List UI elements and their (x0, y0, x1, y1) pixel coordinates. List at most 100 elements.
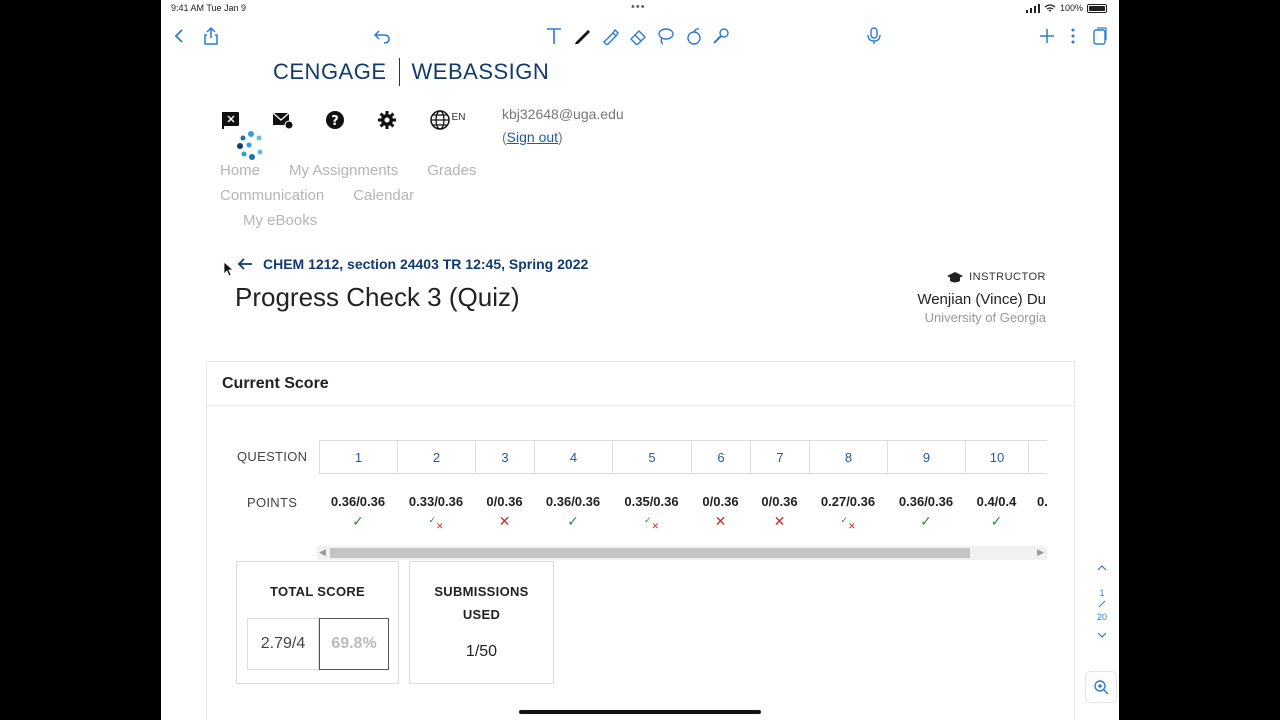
highlighter-icon[interactable] (599, 24, 621, 48)
question-link-overflow[interactable] (1028, 440, 1047, 474)
language-selector[interactable]: EN (427, 108, 467, 132)
horizontal-scrollbar[interactable]: ◀ ▶ (317, 546, 1047, 560)
nav-my-assignments[interactable]: My Assignments (289, 162, 399, 179)
incorrect-x-icon: ✕ (773, 513, 786, 529)
brand-webassign: WEBASSIGN (411, 59, 550, 84)
cengage-webassign-logo[interactable]: CENGAGE WEBASSIGN (235, 56, 550, 160)
undo-icon[interactable] (371, 24, 393, 48)
question-points-1: 0.36/0.36 (330, 494, 386, 509)
add-icon[interactable] (1037, 24, 1057, 48)
incorrect-x-icon: ✕ (714, 513, 727, 529)
instructor-name: Wenjian (Vince) Du (917, 291, 1046, 308)
submissions-value: 1/50 (465, 643, 498, 660)
zoom-in-icon (1094, 680, 1109, 695)
page-down-icon[interactable] (1097, 631, 1107, 639)
home-indicator[interactable] (519, 710, 761, 714)
question-link-2[interactable]: 2 (397, 440, 475, 474)
question-points-8: 0.27/0.36 (820, 494, 876, 509)
question-link-6[interactable]: 6 (691, 440, 750, 474)
sign-out-link[interactable]: Sign out (506, 129, 559, 145)
card-title: Current Score (207, 362, 1074, 406)
scroll-left-icon[interactable]: ◀ (319, 547, 326, 557)
globe-icon (429, 110, 450, 130)
flag-icon[interactable] (219, 108, 243, 132)
page-up-icon[interactable] (1097, 564, 1107, 572)
more-icon[interactable] (1065, 24, 1081, 48)
question-points-9: 0.36/0.36 (898, 494, 954, 509)
partial-credit-icon: ✓✕ (643, 515, 660, 531)
question-link-7[interactable]: 7 (750, 440, 809, 474)
submissions-box: SUBMISSIONS USED 1/50 (409, 561, 554, 684)
total-score-box: TOTAL SCORE 2.79/4 69.8% (236, 561, 399, 684)
instructor-label-text: INSTRUCTOR (969, 271, 1046, 283)
page-total: 20 (1096, 612, 1107, 622)
markup-toolbar (161, 20, 1119, 52)
zoom-button[interactable] (1085, 671, 1117, 703)
question-points-6: 0/0.36 (702, 494, 739, 509)
pages-icon[interactable] (1090, 24, 1110, 48)
question-points-7: 0/0.36 (761, 494, 798, 509)
signal-icon (1025, 3, 1040, 13)
header-icon-row: ? EN (219, 108, 495, 132)
account-info: kbj32648@uga.edu (Sign out) (502, 103, 624, 149)
question-link-8[interactable]: 8 (809, 440, 887, 474)
partial-credit-icon: ✓✕ (428, 515, 444, 531)
brand-cengage: CENGAGE (273, 59, 387, 84)
messages-settings-icon[interactable] (271, 108, 295, 132)
nav-my-ebooks[interactable]: My eBooks (243, 212, 318, 229)
submissions-label-1: SUBMISSIONS (434, 584, 529, 599)
total-points: 2.79/4 (247, 618, 319, 670)
back-chevron-icon[interactable] (171, 24, 187, 48)
gear-icon[interactable] (375, 108, 399, 132)
question-score-table: QUESTION POINTS 1 0.36/0.36 ✓ 2 0.33/0.36 ✓✕ 3… (235, 440, 1047, 570)
page-current: 1 (1099, 588, 1105, 598)
main-nav: Home My Assignments Grades Communication… (220, 158, 476, 233)
page-indicator[interactable]: 1 20 (1091, 563, 1113, 642)
course-breadcrumb[interactable]: CHEM 1212, section 24403 TR 12:45, Sprin… (237, 256, 588, 272)
question-link-3[interactable]: 3 (475, 440, 534, 474)
question-link-1[interactable]: 1 (319, 440, 397, 474)
question-link-4[interactable]: 4 (534, 440, 612, 474)
mic-icon[interactable] (864, 24, 884, 48)
current-score-card: Current Score QUESTION POINTS 1 0.36/0.36… (206, 361, 1075, 720)
correct-check-icon: ✓ (352, 513, 364, 529)
graduation-cap-icon (947, 272, 964, 283)
svg-text:?: ? (331, 114, 339, 129)
ipad-screen: 9:41 AM Tue Jan 9 ••• 100% (161, 0, 1119, 720)
correct-check-icon: ✓ (920, 513, 932, 529)
pen-icon[interactable] (571, 24, 593, 48)
question-link-5[interactable]: 5 (612, 440, 691, 474)
question-points-3: 0/0.36 (486, 494, 523, 509)
mouse-pointer-icon (223, 261, 233, 277)
pencil-icon[interactable] (710, 24, 732, 48)
question-link-9[interactable]: 9 (887, 440, 965, 474)
page-divider-icon (1098, 600, 1106, 608)
eraser-icon[interactable] (627, 24, 649, 48)
share-icon[interactable] (201, 24, 221, 48)
total-score-label: TOTAL SCORE (269, 584, 366, 599)
course-title[interactable]: CHEM 1212, section 24403 TR 12:45, Sprin… (263, 256, 589, 272)
shapes-icon[interactable] (683, 24, 705, 48)
scrollbar-thumb[interactable] (330, 548, 970, 558)
scroll-right-icon[interactable]: ▶ (1037, 547, 1044, 557)
nav-home[interactable]: Home (220, 162, 261, 179)
lasso-icon[interactable] (655, 24, 677, 48)
back-arrow-icon[interactable] (237, 257, 253, 271)
question-points-overflow: 0. (1037, 494, 1047, 509)
instructor-org: University of Georgia (924, 310, 1046, 325)
multitasking-dots-icon[interactable]: ••• (631, 1, 646, 13)
page-title: Progress Check 3 (Quiz) (235, 282, 520, 312)
nav-calendar[interactable]: Calendar (353, 187, 415, 204)
help-icon[interactable]: ? (323, 108, 347, 132)
battery-percent: 100% (1059, 3, 1083, 13)
nav-communication[interactable]: Communication (220, 187, 325, 204)
nav-grades[interactable]: Grades (427, 162, 477, 179)
question-link-10[interactable]: 10 (965, 440, 1028, 474)
incorrect-x-icon: ✕ (498, 513, 511, 529)
text-tool-icon[interactable] (543, 24, 565, 48)
question-points-4: 0.36/0.36 (545, 494, 601, 509)
question-points-5: 0.35/0.36 (624, 494, 679, 509)
points-row-label: POINTS (247, 495, 298, 510)
submissions-label-2: USED (462, 607, 501, 622)
status-time: 9:41 AM Tue Jan 9 (171, 3, 247, 13)
